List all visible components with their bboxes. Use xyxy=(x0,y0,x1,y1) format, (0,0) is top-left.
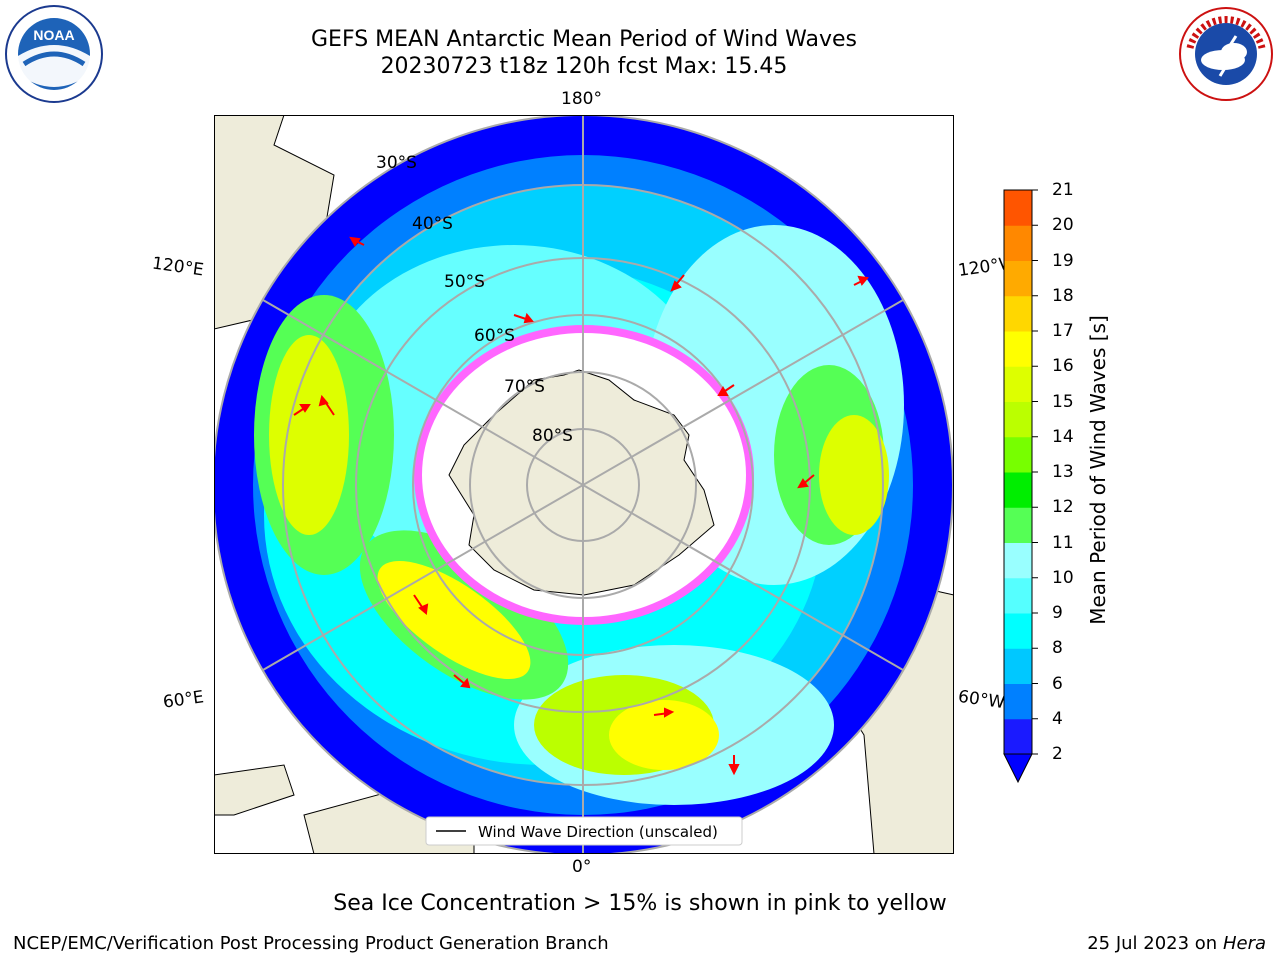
colorbar-tick-label: 12 xyxy=(1052,497,1074,518)
africa-land xyxy=(214,764,295,816)
colorbar-segment xyxy=(1004,613,1032,649)
colorbar xyxy=(1003,189,1038,784)
lon-label-180: 180° xyxy=(561,89,602,109)
colorbar-segment xyxy=(1004,190,1032,226)
colorbar-segment xyxy=(1004,472,1032,508)
colorbar-segment xyxy=(1004,295,1032,332)
lon-label-60e: 60°E xyxy=(161,687,206,713)
colorbar-tick-label: 16 xyxy=(1052,356,1074,377)
latitude-labels: 30°S 40°S 50°S 60°S 70°S 80°S xyxy=(376,153,573,446)
footer-credit: NCEP/EMC/Verification Post Processing Pr… xyxy=(13,933,609,954)
colorbar-tick-label: 2 xyxy=(1052,744,1063,764)
colorbar-tick-label: 17 xyxy=(1052,321,1074,341)
legend-label: Wind Wave Direction (unscaled) xyxy=(478,823,718,841)
colorbar-tick-label: 8 xyxy=(1052,638,1063,659)
map-title: GEFS MEAN Antarctic Mean Period of Wind … xyxy=(311,27,857,52)
map-subtitle: 20230723 t18z 120h fcst Max: 15.45 xyxy=(380,54,788,79)
nws-logo xyxy=(1179,7,1273,101)
colorbar-segment xyxy=(1004,436,1032,473)
colorbar-segment xyxy=(1004,260,1032,297)
colorbar-tick-label: 14 xyxy=(1052,426,1074,447)
noaa-logo: NOAA xyxy=(5,5,103,103)
colorbar-segment xyxy=(1004,507,1032,543)
lat-label-40s: 40°S xyxy=(412,214,453,234)
colorbar-tick-label: 19 xyxy=(1052,250,1074,271)
lon-label-120e: 120°E xyxy=(150,253,205,281)
map-legend xyxy=(425,816,743,846)
colorbar-segment xyxy=(1004,225,1032,261)
colorbar-segment xyxy=(1004,542,1032,579)
colorbar-segment xyxy=(1004,401,1032,438)
sea-ice-note: Sea Ice Concentration > 15% is shown in … xyxy=(333,891,947,916)
colorbar-title: Mean Period of Wind Waves [s] xyxy=(1086,315,1110,625)
colorbar-tick-label: 10 xyxy=(1052,567,1074,588)
lat-label-80s: 80°S xyxy=(532,426,573,446)
lat-label-30s: 30°S xyxy=(376,153,417,173)
footer-machine: Hera xyxy=(1222,933,1266,954)
colorbar-tick-label: 21 xyxy=(1052,180,1074,200)
colorbar-tick-label: 4 xyxy=(1052,708,1063,729)
colorbar-tick-label: 6 xyxy=(1052,673,1063,694)
lon-label-0: 0° xyxy=(572,857,592,877)
footer-date-text: 25 Jul 2023 on xyxy=(1087,933,1218,954)
colorbar-tick-label: 20 xyxy=(1052,215,1074,236)
colorbar-segment xyxy=(1004,683,1032,720)
colorbar-tick-label: 13 xyxy=(1052,462,1074,482)
colorbar-tick-label: 9 xyxy=(1052,603,1063,623)
colorbar-tick-label: 15 xyxy=(1052,391,1074,412)
colorbar-segment xyxy=(1004,366,1032,402)
lat-label-50s: 50°S xyxy=(444,272,485,292)
lat-label-70s: 70°S xyxy=(504,377,545,397)
lon-label-60w: 60°W xyxy=(956,686,1007,714)
wind-wave-arrows xyxy=(293,236,869,776)
footer-date: 25 Jul 2023 on Hera xyxy=(1087,933,1266,954)
svg-text:NOAA: NOAA xyxy=(33,27,74,43)
colorbar-segment xyxy=(1004,577,1032,614)
colorbar-segment xyxy=(1004,718,1032,755)
colorbar-segment xyxy=(1004,648,1032,684)
colorbar-tick-label: 18 xyxy=(1052,285,1074,306)
colorbar-tick-label: 11 xyxy=(1052,532,1074,553)
colorbar-extension xyxy=(1003,753,1033,784)
colorbar-segment xyxy=(1004,331,1032,367)
lat-label-60s: 60°S xyxy=(474,326,515,346)
antarctica-land xyxy=(448,369,715,596)
polar-map: 30°S 40°S 50°S 60°S 70°S 80°S Wind Wave … xyxy=(214,115,954,854)
